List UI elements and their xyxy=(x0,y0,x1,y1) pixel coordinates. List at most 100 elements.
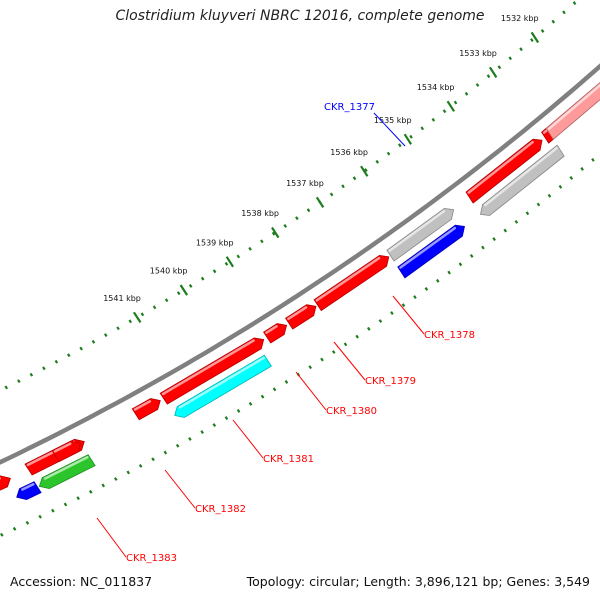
gene-label-ckr-1377[interactable]: CKR_1377 xyxy=(324,102,375,113)
gene-highlight xyxy=(53,442,72,453)
tick-dot xyxy=(464,91,469,96)
tick-dot xyxy=(188,436,192,441)
tick-dot xyxy=(116,326,120,331)
tick-dot xyxy=(453,100,458,105)
tick-dot xyxy=(551,19,556,24)
tick-dot xyxy=(51,508,55,513)
tick-dot xyxy=(397,143,402,148)
gene-label-leader xyxy=(164,469,196,509)
kbp-tick-label: 1532 kbp xyxy=(501,14,539,23)
tick-dot xyxy=(260,394,265,399)
tick-dot xyxy=(0,532,4,537)
tick-dot xyxy=(188,283,193,288)
kbp-tick-mark xyxy=(530,31,540,44)
tick-dot xyxy=(519,47,523,52)
gene-feature[interactable] xyxy=(386,207,455,262)
tick-dot xyxy=(508,56,513,61)
gene-highlight xyxy=(133,400,152,411)
tick-dot xyxy=(138,463,143,468)
gene-feature[interactable] xyxy=(465,138,543,204)
tick-dot xyxy=(248,401,253,406)
tick-dot xyxy=(236,254,241,259)
gene-label-ckr-1382[interactable]: CKR_1382 xyxy=(195,504,246,515)
tick-dot xyxy=(91,339,96,344)
gene-feature[interactable] xyxy=(51,440,82,463)
tick-dot xyxy=(113,477,118,481)
gene-highlight xyxy=(399,226,457,269)
tick-dot xyxy=(329,192,334,197)
kbp-tick-mark xyxy=(132,311,142,324)
tick-dot xyxy=(152,305,157,310)
gene-highlight xyxy=(287,306,308,321)
outer-tick-track xyxy=(4,1,577,390)
gene-label-ckr-1378[interactable]: CKR_1378 xyxy=(424,330,475,341)
tick-dot xyxy=(151,457,155,462)
kbp-tick-mark xyxy=(315,196,325,208)
tick-dot xyxy=(63,502,68,507)
tick-dot xyxy=(525,211,530,216)
gene-label-ckr-1383[interactable]: CKR_1383 xyxy=(126,553,177,564)
kbp-tick-mark xyxy=(488,66,498,78)
tick-dot xyxy=(331,350,336,354)
tick-dot xyxy=(547,193,552,198)
gene-feature[interactable] xyxy=(480,144,565,216)
tick-dot xyxy=(435,278,440,283)
gene-feature[interactable] xyxy=(174,354,272,418)
gene-highlight xyxy=(161,339,255,396)
gene-ckr-1382[interactable] xyxy=(131,398,161,421)
gene-ckr-1378[interactable] xyxy=(313,254,390,312)
tick-dot xyxy=(447,270,451,275)
gene-highlight xyxy=(467,140,534,194)
tick-dot xyxy=(176,291,181,296)
tick-dot xyxy=(88,489,93,494)
tick-dot xyxy=(401,303,406,308)
tick-dot xyxy=(481,245,485,250)
kbp-tick-labels: 1532 kbp 1533 kbp 1534 kbp 1535 kbp 1536 kbp… xyxy=(103,14,540,324)
tick-dot xyxy=(540,28,545,33)
gene-ckr-1381[interactable] xyxy=(159,337,265,405)
gene-label-leader xyxy=(232,419,264,459)
tick-dot xyxy=(272,387,277,392)
tick-dot xyxy=(260,239,264,244)
gene-label-ckr-1379[interactable]: CKR_1379 xyxy=(365,376,416,387)
tick-dot xyxy=(355,334,359,339)
tick-dot xyxy=(572,1,577,5)
tick-dot xyxy=(308,365,313,370)
tick-dot xyxy=(569,175,574,180)
gene-track xyxy=(0,82,600,518)
gene-label-ckr-1380[interactable]: CKR_1380 xyxy=(326,406,377,417)
gene-feature[interactable] xyxy=(38,454,96,490)
tick-dot xyxy=(79,346,83,351)
gene-feature[interactable] xyxy=(0,475,11,518)
tick-dot xyxy=(76,496,80,501)
tick-dot xyxy=(140,312,145,317)
tick-dot xyxy=(283,224,288,228)
tick-dot xyxy=(536,202,541,207)
tick-dot xyxy=(530,38,534,42)
gene-highlight xyxy=(315,256,381,302)
tick-dot xyxy=(175,443,180,448)
gene-feature[interactable] xyxy=(16,481,42,501)
tick-dot xyxy=(103,333,108,337)
gene-ckr-1379[interactable] xyxy=(285,304,317,330)
tick-dot xyxy=(12,526,17,531)
tick-dot xyxy=(164,298,169,303)
genome-summary: Topology: circular; Length: 3,896,121 bp… xyxy=(246,574,590,589)
gene-ckr-1380[interactable] xyxy=(263,323,288,344)
tick-dot xyxy=(212,423,217,428)
kbp-tick-mark xyxy=(225,256,235,268)
tick-dot xyxy=(212,269,217,274)
tick-dot xyxy=(101,483,106,488)
tick-dot xyxy=(341,184,345,189)
tick-dot xyxy=(54,359,59,364)
tick-dot xyxy=(366,326,371,331)
tick-dot xyxy=(390,311,394,315)
gene-ckr-1377[interactable] xyxy=(397,224,465,279)
gene-label-ckr-1381[interactable]: CKR_1381 xyxy=(263,454,314,465)
tick-dot xyxy=(126,470,131,475)
tick-dot xyxy=(503,228,508,233)
map-title: Clostridium kluyveri NBRC 12016, complet… xyxy=(115,8,485,24)
accession-label: Accession: NC_011837 xyxy=(10,574,153,589)
